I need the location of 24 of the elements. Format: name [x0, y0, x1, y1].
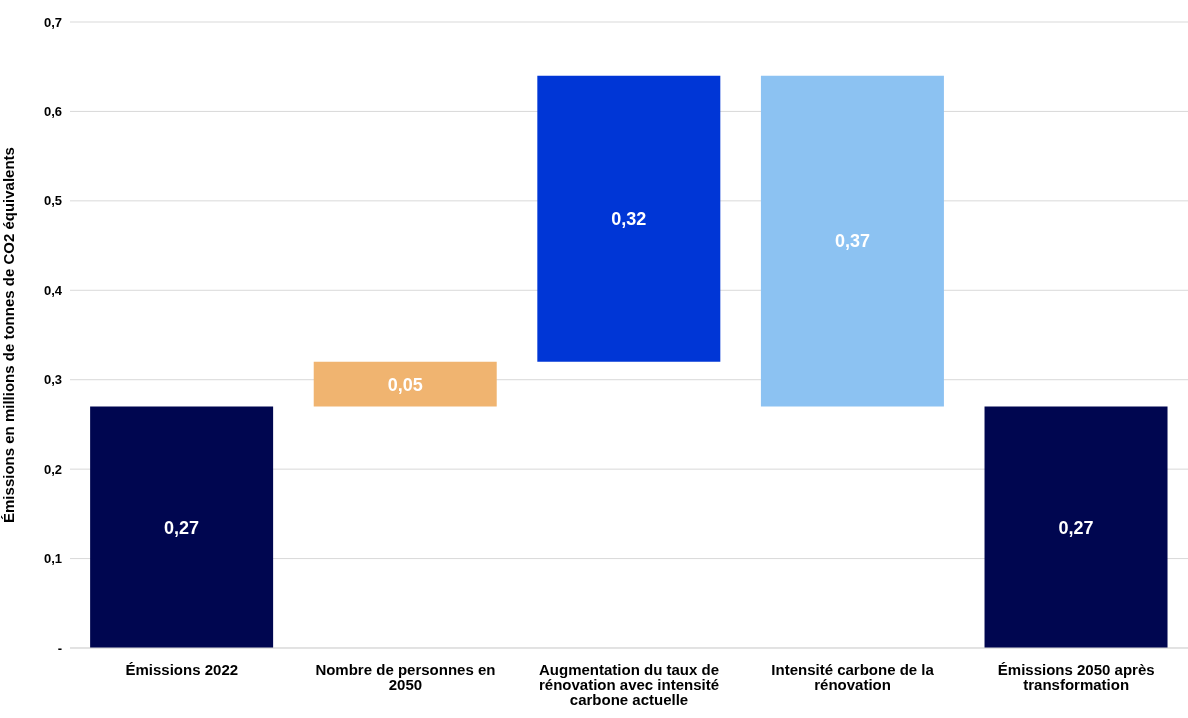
x-tick-label: Nombre de personnes en 2050: [315, 660, 496, 693]
bar: [537, 75, 721, 362]
bar: [760, 75, 944, 407]
y-tick-label: 0,3: [43, 372, 62, 388]
data-label: 0,27: [164, 517, 200, 538]
x-tick-label: Émissions 2050 après transformation: [997, 660, 1155, 693]
y-tick-label: 0,2: [43, 461, 62, 477]
data-label: 0,27: [1058, 517, 1094, 538]
bar: [313, 361, 497, 407]
x-tick-label: Émissions 2022: [125, 660, 239, 678]
x-tick-label: Intensité carbone de la rénovation: [771, 660, 935, 693]
bar: [90, 406, 274, 648]
y-tick-label: 0,7: [43, 14, 62, 30]
data-label: 0,32: [611, 209, 647, 230]
y-tick-label: -: [57, 640, 62, 656]
y-tick-label: 0,4: [43, 282, 63, 298]
y-tick-label: 0,1: [43, 551, 62, 567]
y-tick-label: 0,5: [43, 193, 62, 209]
y-tick-label: 0,6: [43, 104, 62, 120]
y-axis-title: Émissions en millions de tonnes de CO2 équivalents: [0, 147, 18, 523]
bar: [984, 406, 1168, 648]
data-label: 0,37: [834, 231, 870, 252]
x-tick-label: Augmentation du taux de rénovation avec intensité carbone actuelle: [538, 660, 720, 708]
data-label: 0,05: [387, 374, 423, 395]
